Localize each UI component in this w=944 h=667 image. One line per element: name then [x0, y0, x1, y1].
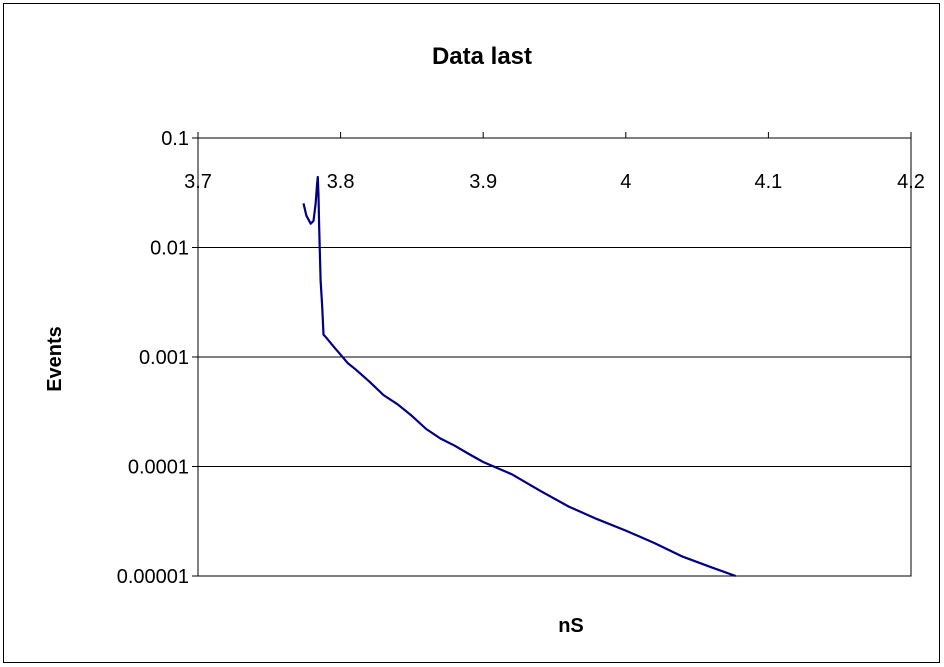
- y-tick-label: 0.01: [150, 238, 189, 260]
- series-line: [302, 175, 736, 578]
- tick-layer: [192, 132, 912, 577]
- grid-layer: [198, 137, 911, 577]
- x-tick-label: 4.1: [754, 171, 782, 193]
- y-tick-label: 0.1: [161, 128, 189, 150]
- chart-svg: 0.1 0.01 0.001 0.0001 0.00001 3.7 3.8 3.9 4 4.1 4.…: [44, 43, 925, 637]
- label-layer: 0.1 0.01 0.001 0.0001 0.00001 3.7 3.8 3.9 4 4.1 4.…: [117, 128, 925, 588]
- y-tick-label: 0.00001: [117, 566, 189, 588]
- y-tick-label: 0.0001: [128, 457, 189, 479]
- y-tick-label: 0.001: [139, 347, 189, 369]
- x-axis-title: nS: [558, 615, 584, 637]
- x-tick-label: 4.2: [897, 171, 925, 193]
- x-tick-label: 3.8: [327, 171, 355, 193]
- chart-frame: 0.1 0.01 0.001 0.0001 0.00001 3.7 3.8 3.9 4 4.1 4.…: [3, 3, 940, 663]
- y-axis-title: Events: [44, 326, 66, 392]
- x-tick-label: 4: [620, 171, 631, 193]
- chart-title: Data last: [432, 43, 532, 70]
- x-tick-label: 3.7: [184, 171, 212, 193]
- x-tick-label: 3.9: [469, 171, 497, 193]
